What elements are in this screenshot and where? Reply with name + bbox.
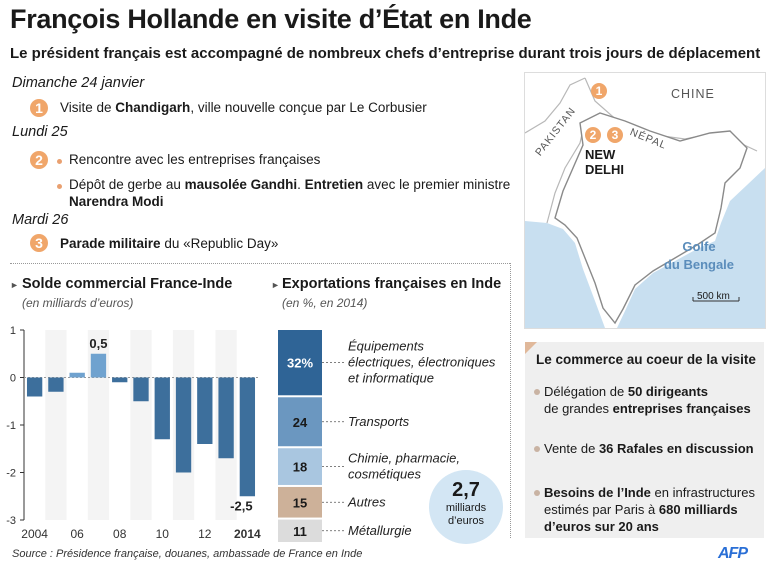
- segment-label-0: électriques, électroniques: [348, 355, 496, 370]
- segment-value-3: 15: [293, 495, 307, 510]
- afp-logo: AFP: [718, 545, 748, 562]
- total-bubble: 2,7 milliards d’euros: [429, 470, 503, 544]
- day-1-event: Visite de Chandigarh, ville nouvelle con…: [60, 100, 427, 115]
- bar-2012: [197, 377, 213, 444]
- total-unit-2: d’euros: [447, 515, 485, 527]
- bar-2011: [175, 377, 192, 473]
- bullet-dot: [534, 446, 540, 452]
- commerce-box: [525, 342, 764, 538]
- step-3-badge: 3: [30, 234, 48, 252]
- segment-label-4: Métallurgie: [348, 523, 412, 538]
- stack-chart-title: Exportations françaises en Inde: [282, 276, 502, 292]
- india-map: CHINE PAKISTAN NÉPAL 1 2 3 NEW DELHI Golf…: [524, 72, 766, 329]
- day-2-label: Lundi 25: [12, 124, 68, 140]
- data-label-min: -2,5: [230, 498, 252, 513]
- y-tick-label: -2: [6, 468, 16, 480]
- segment-0: [278, 330, 322, 396]
- segment-value-1: 24: [293, 415, 308, 430]
- bullet-dot: [57, 184, 62, 189]
- segment-label-2: Chimie, pharmacie,: [348, 451, 460, 466]
- india-outline: [554, 112, 748, 325]
- x-tick-label: 2014: [234, 527, 261, 541]
- bullet-triangle-icon: ►: [271, 280, 280, 290]
- bullet-triangle-icon: ►: [10, 280, 19, 290]
- commerce-title: Le commerce au coeur de la visite: [536, 352, 756, 367]
- day-3-event: Parade militaire du «Republic Day»: [60, 236, 279, 251]
- bar-2008: [112, 377, 128, 383]
- label-china: CHINE: [671, 87, 715, 101]
- bar-chart-subtitle: (en milliards d’euros): [22, 296, 134, 310]
- bar-2014: [239, 377, 256, 497]
- map-marker-1: 1: [591, 83, 607, 99]
- data-label-max: 0,5: [89, 336, 107, 351]
- map-graphic: [524, 73, 765, 328]
- label-golfe-bengale: Golfe du Bengale: [663, 239, 735, 272]
- bar-2004: [26, 377, 43, 397]
- step-2-badge: 2: [30, 151, 48, 169]
- bar-2006: [69, 372, 85, 378]
- bullet-dot: [534, 490, 540, 496]
- bar-2007: [90, 353, 107, 378]
- commerce-item-1: Délégation de 50 dirigeants de grandes e…: [544, 384, 751, 416]
- segment-label-0: et informatique: [348, 371, 434, 386]
- day-1-label: Dimanche 24 janvier: [12, 75, 145, 91]
- source-note: Source : Présidence française, douanes, …: [12, 548, 363, 560]
- commerce-item-2: Vente de 36 Rafales en discussion: [544, 441, 754, 456]
- x-tick-label: 2004: [21, 527, 48, 541]
- segment-value-2: 18: [293, 460, 307, 475]
- stack-chart-subtitle: (en %, en 2014): [282, 296, 368, 310]
- day-2-event-1: Rencontre avec les entreprises française…: [69, 152, 321, 167]
- segment-value-4: 11: [293, 524, 307, 539]
- commerce-item-3: Besoins de l’Inde en infrastructures est…: [544, 485, 755, 534]
- y-tick-label: 1: [10, 325, 16, 337]
- segment-1: [278, 397, 322, 447]
- total-value: 2,7: [452, 479, 480, 501]
- label-new-delhi: NEW DELHI: [585, 147, 624, 177]
- divider: [10, 263, 510, 264]
- box-corner: [525, 342, 537, 354]
- page-subtitle: Le président français est accompagné de …: [10, 45, 761, 62]
- segment-value-0: 32%: [287, 356, 313, 371]
- y-tick-label: -1: [6, 420, 16, 432]
- day-2-event-2-name: Narendra Modi: [69, 194, 164, 209]
- y-tick-label: -3: [6, 515, 16, 527]
- x-tick-label: 08: [113, 527, 127, 541]
- segment-2: [278, 448, 322, 485]
- total-unit-1: milliards: [445, 502, 487, 514]
- segment-4: [278, 519, 322, 542]
- step-1-badge: 1: [30, 99, 48, 117]
- map-marker-2: 2: [585, 127, 601, 143]
- segment-label-3: Autres: [347, 494, 386, 509]
- day-2-event-2: Dépôt de gerbe au mausolée Gandhi. Entre…: [69, 177, 511, 192]
- segment-3: [278, 486, 322, 518]
- bullet-dot: [534, 389, 540, 395]
- bar-2010: [154, 377, 170, 440]
- bullet-dot: [57, 159, 62, 164]
- segment-label-2: cosmétiques: [348, 467, 421, 482]
- day-3-label: Mardi 26: [12, 212, 69, 228]
- x-tick-label: 12: [198, 527, 212, 541]
- bar-2009: [133, 377, 149, 402]
- x-tick-label: 10: [156, 527, 170, 541]
- bar-2013: [218, 377, 234, 459]
- column-band: [45, 330, 67, 520]
- y-tick-label: 0: [10, 373, 16, 385]
- segment-label-0: Équipements: [348, 339, 424, 354]
- x-tick-label: 06: [71, 527, 85, 541]
- divider-vertical: [510, 263, 511, 538]
- segment-label-1: Transports: [348, 414, 410, 429]
- page-title: François Hollande en visite d’État en In…: [10, 4, 532, 34]
- scale-label: 500 km: [697, 291, 730, 302]
- bar-chart-title: Solde commercial France-Inde: [22, 276, 233, 292]
- bar-2005: [48, 377, 64, 392]
- map-marker-3: 3: [607, 127, 623, 143]
- column-band: [130, 330, 152, 520]
